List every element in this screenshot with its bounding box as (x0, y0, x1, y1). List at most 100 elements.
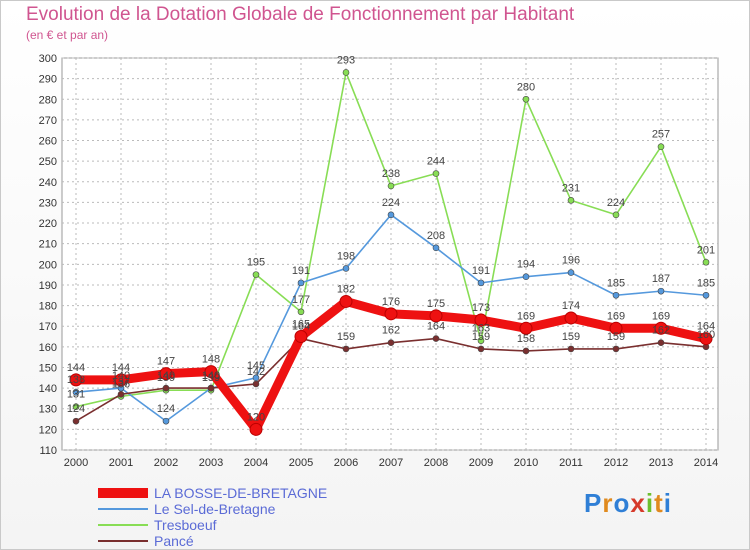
data-label: 174 (562, 300, 580, 312)
x-tick-label: 2013 (649, 457, 673, 469)
x-tick-label: 2001 (109, 457, 133, 469)
data-point (204, 365, 218, 379)
data-point (207, 384, 215, 392)
legend-label: Le Sel-de-Bretagne (154, 501, 276, 517)
data-point (162, 417, 170, 425)
data-point (567, 269, 575, 276)
data-label: 140 (112, 370, 130, 382)
data-label: 120 (247, 411, 265, 423)
data-label: 131 (67, 389, 85, 401)
proxiti-logo: Proxiti (584, 488, 672, 519)
y-tick-label: 120 (39, 424, 57, 436)
data-point (429, 309, 443, 323)
x-tick-label: 2004 (244, 457, 268, 469)
x-tick-label: 2014 (694, 457, 718, 469)
data-point (384, 307, 398, 321)
data-point (72, 417, 80, 425)
data-point (432, 335, 440, 342)
data-point (477, 337, 485, 344)
y-tick-label: 150 (39, 362, 57, 374)
data-label: 231 (562, 182, 580, 194)
data-label: 175 (427, 298, 445, 310)
x-tick-label: 2007 (379, 457, 403, 469)
data-point (159, 367, 173, 381)
data-point (522, 95, 530, 103)
data-label: 159 (562, 331, 580, 343)
data-label: 244 (427, 156, 445, 168)
data-label: 185 (607, 277, 625, 289)
data-label: 124 (67, 403, 85, 415)
data-label: 162 (652, 325, 670, 337)
data-label: 191 (292, 265, 310, 277)
y-tick-label: 140 (39, 383, 57, 395)
y-tick-label: 240 (39, 177, 57, 189)
data-point (294, 330, 308, 344)
data-label: 140 (157, 370, 175, 382)
data-label: 173 (472, 302, 490, 314)
data-label: 257 (652, 129, 670, 141)
data-label: 185 (697, 277, 715, 289)
data-label: 169 (607, 310, 625, 322)
data-label: 177 (292, 294, 310, 306)
data-label: 280 (517, 81, 535, 93)
data-label: 158 (517, 333, 535, 345)
y-tick-label: 210 (39, 239, 57, 251)
y-tick-label: 130 (39, 404, 57, 416)
y-tick-label: 280 (39, 94, 57, 106)
data-point (612, 211, 620, 219)
data-point (342, 265, 350, 272)
data-label: 142 (247, 366, 265, 378)
data-point (387, 339, 395, 347)
data-point (477, 345, 485, 353)
data-point (612, 345, 620, 353)
data-point (387, 182, 395, 190)
data-point (657, 143, 665, 151)
data-point (342, 345, 350, 353)
data-point (432, 244, 440, 252)
logo-letter: i (645, 488, 655, 518)
data-point (72, 403, 80, 410)
legend-swatch (98, 540, 148, 542)
data-label: 169 (652, 310, 670, 322)
y-tick-label: 300 (39, 53, 57, 65)
data-point (609, 321, 623, 335)
y-tick-label: 160 (39, 342, 57, 354)
data-point (477, 279, 485, 287)
data-label: 147 (157, 356, 175, 368)
data-point (567, 345, 575, 353)
data-label: 144 (112, 362, 130, 374)
data-point (522, 273, 530, 280)
data-point (72, 388, 80, 396)
data-label: 136 (112, 378, 130, 390)
logo-letter: o (613, 488, 631, 518)
data-point (117, 390, 125, 398)
data-label: 196 (562, 255, 580, 267)
y-tick-label: 180 (39, 301, 57, 313)
data-label: 176 (382, 296, 400, 308)
y-tick-label: 260 (39, 136, 57, 148)
data-label: 165 (292, 319, 310, 331)
data-label: 160 (697, 329, 715, 341)
data-label: 224 (382, 197, 400, 209)
data-label: 164 (292, 321, 310, 333)
data-point (342, 69, 350, 76)
y-tick-label: 220 (39, 218, 57, 230)
data-label: 159 (337, 331, 355, 343)
logo-letter: x (630, 488, 646, 518)
data-point (702, 291, 710, 299)
data-label: 164 (697, 321, 715, 333)
data-label: 163 (472, 323, 490, 335)
legend-swatch (98, 488, 148, 498)
data-point (339, 294, 353, 308)
y-tick-label: 110 (39, 445, 57, 457)
data-label: 169 (517, 310, 535, 322)
chart-title: Evolution de la Dotation Globale de Fonc… (26, 4, 575, 25)
chart-subtitle: (en € et par an) (26, 28, 109, 42)
x-tick-label: 2006 (334, 457, 358, 469)
data-point (297, 308, 305, 316)
y-tick-label: 170 (39, 321, 57, 333)
legend-label: LA BOSSE-DE-BRETAGNE (154, 485, 328, 501)
legend-swatch (98, 508, 148, 510)
y-tick-label: 270 (39, 115, 57, 127)
x-tick-label: 2009 (469, 457, 493, 469)
